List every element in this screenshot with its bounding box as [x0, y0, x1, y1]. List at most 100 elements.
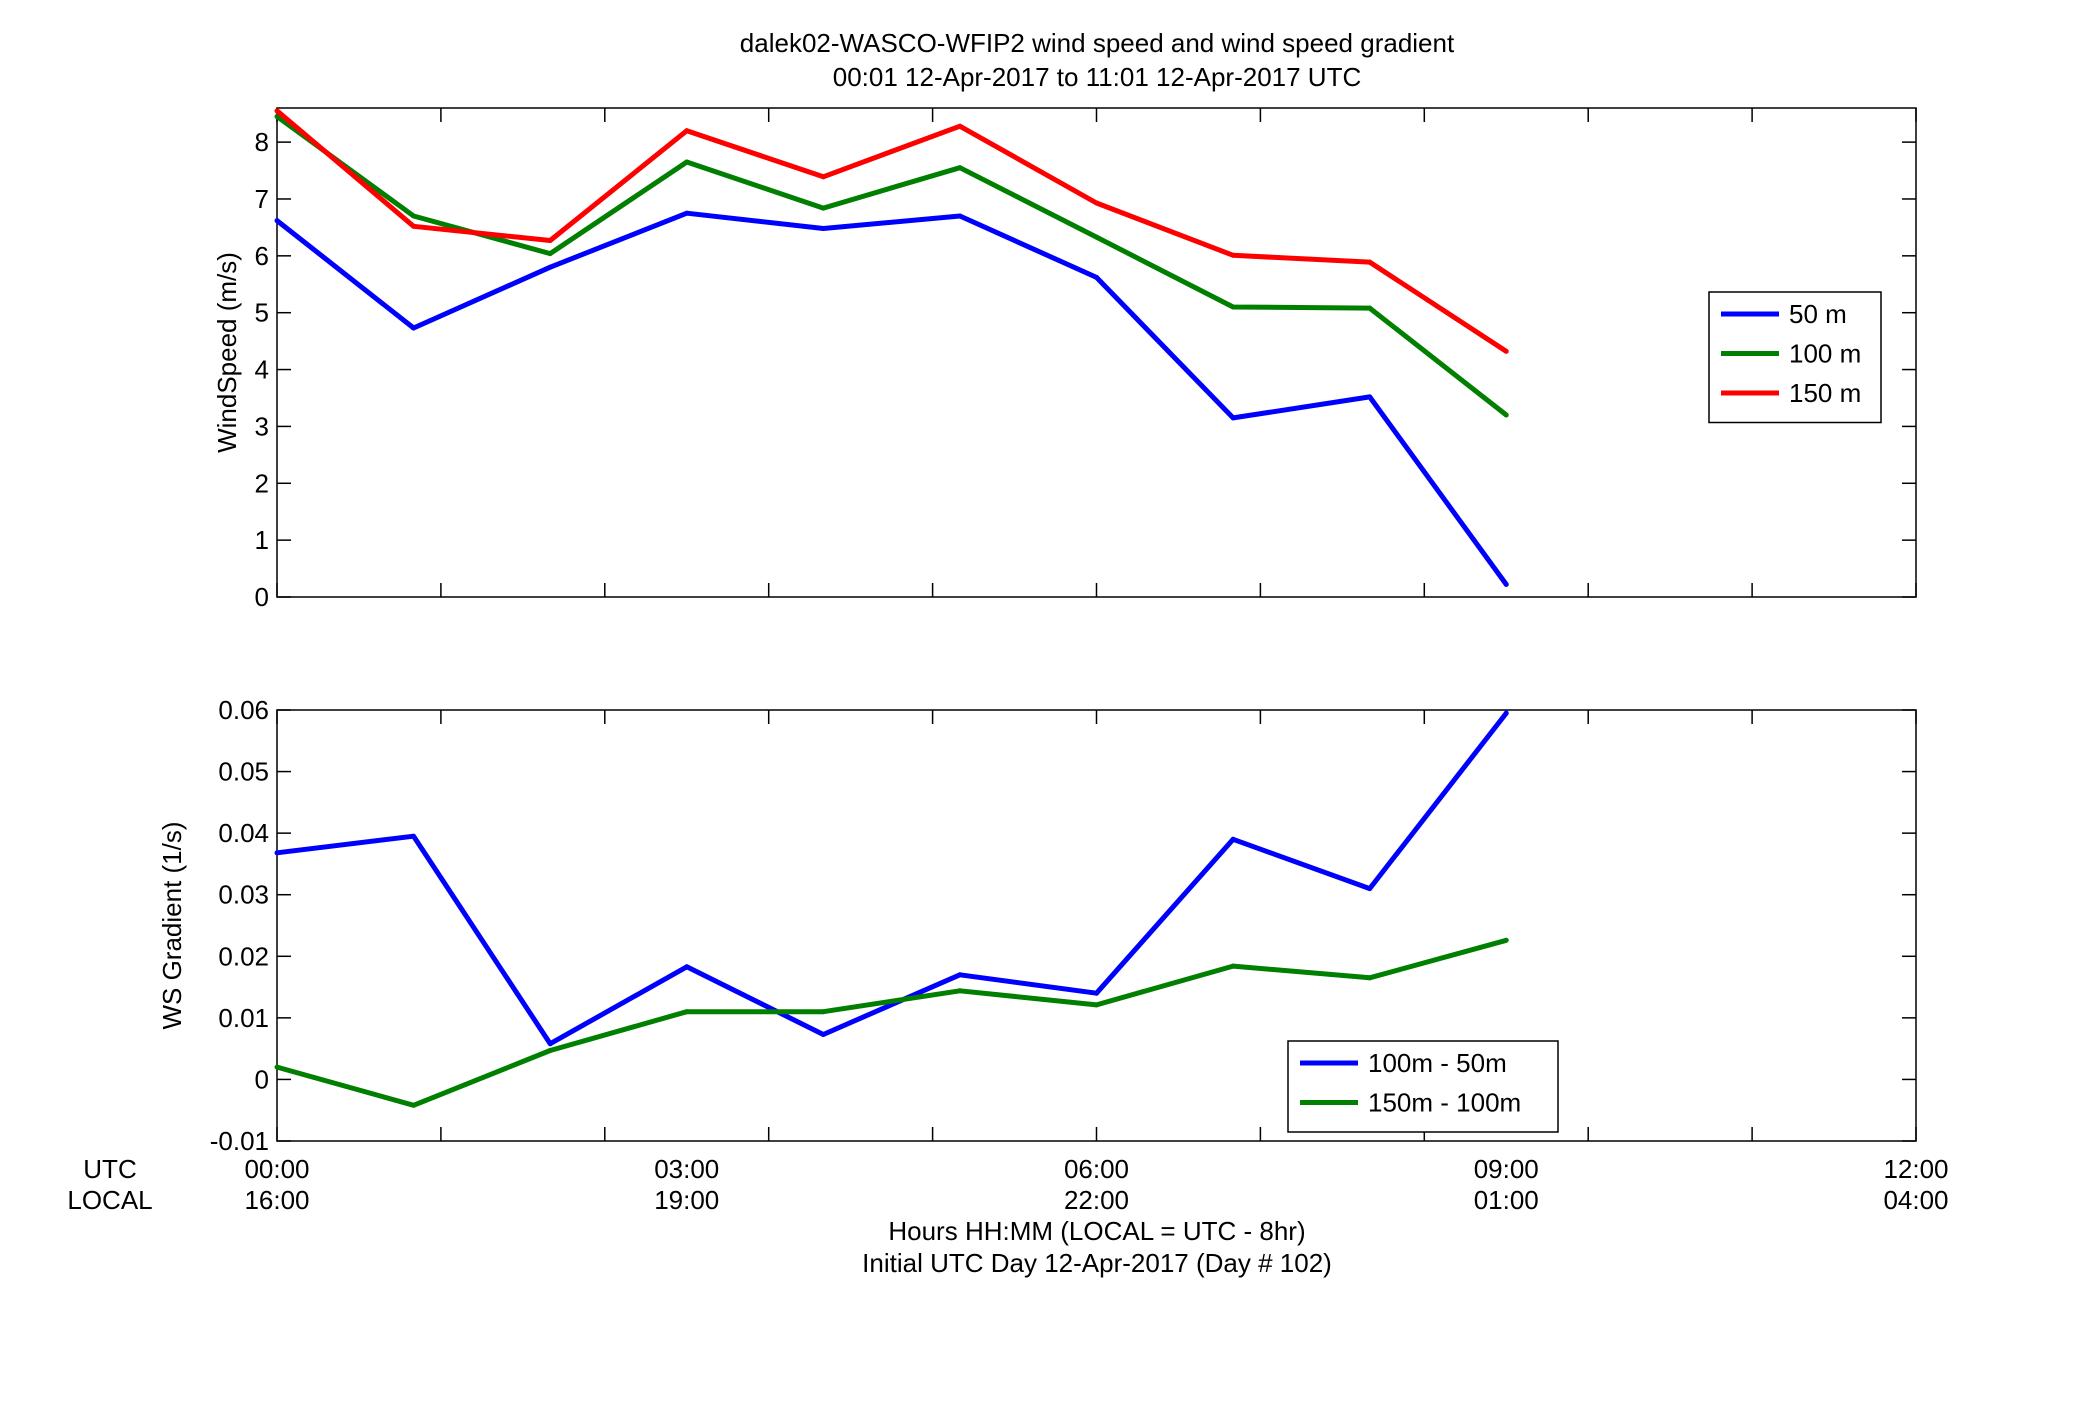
legend-label: 150 m [1789, 378, 1861, 408]
data-point [684, 1009, 690, 1015]
series-line [275, 108, 1508, 354]
x-axis-label-line1: Hours HH:MM (LOCAL = UTC - 8hr) [888, 1216, 1305, 1246]
data-point [1503, 412, 1509, 418]
y-axis-label: WindSpeed (m/s) [212, 252, 242, 453]
data-point [820, 1031, 826, 1037]
data-point [411, 833, 417, 839]
data-point [411, 213, 417, 219]
data-point [1503, 710, 1509, 716]
y-tick-label: 0.04 [218, 818, 269, 848]
data-point [1230, 836, 1236, 842]
data-point [1094, 1002, 1099, 1008]
legend: 100m - 50m 150m - 100m [1287, 1040, 1559, 1133]
x-tick-label-local: 04:00 [1883, 1185, 1948, 1215]
data-point [1230, 252, 1236, 258]
data-point [684, 210, 690, 216]
x-tick-label-utc: 12:00 [1883, 1154, 1948, 1184]
y-tick-label: 0.01 [218, 1003, 269, 1033]
data-point [957, 165, 963, 171]
y-tick-label: 0 [255, 1064, 269, 1094]
data-point [957, 213, 963, 219]
chart-title-line1: dalek02-WASCO-WFIP2 wind speed and wind … [740, 28, 1455, 58]
data-point [1094, 990, 1099, 996]
data-point [1094, 200, 1099, 206]
series-line [276, 711, 1509, 1047]
x-tick-label-utc: 03:00 [654, 1154, 719, 1184]
plot-area [276, 107, 1917, 598]
data-point [547, 1047, 553, 1053]
data-point [274, 108, 280, 114]
legend-label: 50 m [1789, 299, 1847, 329]
data-point [547, 237, 553, 243]
gradient-panel: -0.01 0 0.01 0.02 0.03 0.04 0.05 0.06 WS Gradien… [157, 695, 1917, 1156]
data-point [547, 1041, 553, 1047]
data-point [411, 1102, 417, 1108]
y-tick-label: 0.03 [218, 880, 269, 910]
data-point [957, 123, 963, 129]
y-tick-label: 0.05 [218, 757, 269, 787]
local-row-label: LOCAL [67, 1185, 152, 1215]
data-point [1230, 304, 1236, 310]
y-tick-label: 5 [255, 298, 269, 328]
data-point [1094, 274, 1099, 280]
data-point [1230, 415, 1236, 421]
data-point [1503, 348, 1509, 354]
series-line [275, 210, 1509, 586]
data-point [684, 128, 690, 134]
data-point [1367, 394, 1373, 400]
data-point [820, 205, 826, 211]
data-point [957, 972, 963, 978]
y-tick-label: 3 [255, 411, 269, 441]
data-point [1503, 581, 1509, 587]
legend: 50 m 100 m 150 m [1708, 291, 1882, 424]
y-tick-label: 4 [255, 355, 269, 385]
y-tick-label: 0.06 [218, 695, 269, 725]
data-point [274, 1064, 280, 1070]
y-tick-label: 0.02 [218, 941, 269, 971]
y-tick-label: 6 [255, 241, 269, 271]
data-point [411, 325, 417, 331]
data-point [1503, 937, 1509, 943]
data-point [274, 218, 280, 224]
data-point [1367, 305, 1373, 311]
series-line [276, 937, 1507, 1108]
data-point [411, 223, 417, 229]
legend-label: 100m - 50m [1368, 1048, 1507, 1078]
windspeed-panel: 0 1 2 3 4 5 6 7 8 WindSpeed (m/s) 50 m 100 m 150 m [212, 107, 1917, 612]
y-tick-label: 0 [255, 582, 269, 612]
y-tick-label: 7 [255, 184, 269, 214]
data-point [547, 264, 553, 270]
legend-label: 100 m [1789, 339, 1861, 369]
x-tick-label-local: 16:00 [244, 1185, 309, 1215]
y-axis-label: WS Gradient (1/s) [157, 821, 187, 1029]
data-point [1094, 234, 1099, 240]
legend-box [1287, 1040, 1559, 1133]
x-tick-label-local: 19:00 [654, 1185, 719, 1215]
x-tick-label-utc: 09:00 [1474, 1154, 1539, 1184]
plot-area [276, 709, 1917, 1142]
y-tick-label: 2 [255, 468, 269, 498]
data-point [957, 988, 963, 994]
legend-label: 150m - 100m [1368, 1088, 1521, 1118]
data-point [547, 251, 553, 257]
data-point [274, 114, 280, 120]
y-tick-label: -0.01 [210, 1126, 269, 1156]
data-point [684, 964, 690, 970]
x-axis-label-line2: Initial UTC Day 12-Apr-2017 (Day # 102) [862, 1248, 1332, 1278]
data-point [820, 1009, 826, 1015]
y-tick-label: 1 [255, 525, 269, 555]
x-tick-label-local: 22:00 [1064, 1185, 1129, 1215]
data-point [1367, 975, 1373, 981]
x-tick-label-utc: 06:00 [1064, 1154, 1129, 1184]
data-point [274, 850, 280, 856]
x-tick-label-utc: 00:00 [244, 1154, 309, 1184]
data-point [1367, 259, 1373, 265]
data-point [820, 226, 826, 232]
data-point [684, 159, 690, 165]
x-tick-label-local: 01:00 [1474, 1185, 1539, 1215]
data-point [1367, 886, 1373, 892]
data-point [1230, 963, 1236, 969]
y-tick-label: 8 [255, 127, 269, 157]
utc-row-label: UTC [83, 1154, 136, 1184]
